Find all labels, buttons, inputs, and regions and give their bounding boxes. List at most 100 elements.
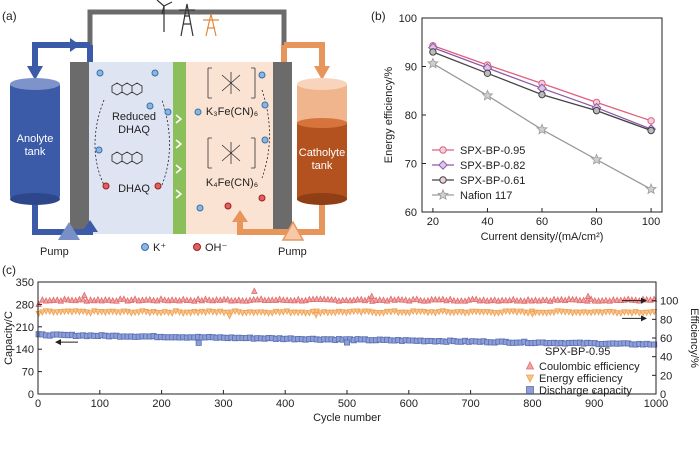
cycle-point: [61, 308, 68, 316]
fe-cycle-arrow: [261, 89, 270, 179]
cycle-point: [250, 309, 257, 317]
x-tick-label: 500: [338, 398, 356, 410]
cycle-point: [573, 295, 580, 303]
legend-marker: [525, 374, 535, 383]
cycle-point: [154, 310, 161, 317]
pump-left: Pump: [40, 222, 80, 258]
cycle-point: [450, 296, 458, 304]
data-point: [536, 123, 548, 135]
cycle-point: [602, 309, 610, 316]
data-point: [483, 69, 492, 77]
cycle-point: [476, 309, 484, 316]
cycle-point-outlier: [312, 312, 320, 319]
cycle-point: [257, 295, 265, 302]
cycle-point: [76, 295, 83, 303]
cycle-point: [376, 296, 384, 303]
cycle-point-outlier: [584, 292, 592, 299]
cycle-point: [179, 295, 187, 303]
electrode-right: [273, 62, 292, 234]
cycle-point-outlier: [529, 311, 536, 318]
cycle-point: [150, 296, 157, 304]
cycle-point: [498, 309, 506, 317]
cycle-point: [628, 310, 636, 317]
legend-label: Nafion 117: [460, 190, 512, 202]
cycle-point-outlier: [251, 287, 258, 294]
y-tick-label: 70: [405, 159, 417, 171]
cycle-point: [239, 297, 246, 304]
power-tower-orange-icon: [203, 13, 219, 37]
membrane-pores: [175, 114, 183, 199]
cycle-point: [624, 295, 632, 302]
cycle-point: [268, 296, 276, 303]
x-tick-label: 400: [276, 398, 294, 410]
cycle-point: [183, 296, 191, 304]
cycle-point: [157, 295, 165, 302]
y-right-tick-label: 20: [660, 370, 672, 382]
panel-b-label: (b): [371, 9, 386, 23]
cycle-point: [517, 296, 524, 304]
cycle-point: [569, 295, 576, 303]
cycle-point: [254, 309, 261, 317]
data-point: [481, 89, 494, 101]
cycle-point: [105, 308, 113, 316]
cycle-point: [343, 309, 350, 317]
y-left-tick-label: 210: [16, 322, 34, 334]
dhaq-cycle-arrow-right: [161, 99, 170, 186]
legend-label: Discharge capacity: [539, 385, 632, 397]
y-tick-label: 100: [399, 13, 417, 25]
cycle-point: [172, 296, 180, 304]
x-tick-label: 60: [536, 216, 548, 228]
x-tick-label: 100: [642, 216, 660, 228]
cycle-point: [587, 309, 595, 317]
cycle-point: [591, 297, 599, 304]
pump-right-label: Pump: [278, 246, 307, 258]
cycle-point: [357, 295, 365, 303]
y-left-tick-label: 350: [16, 277, 34, 289]
reduced-dhaq-molecule-icon: [111, 82, 143, 96]
panel-c-label: (c): [2, 263, 16, 277]
catholyte-tank-label-1: Catholyte: [299, 147, 345, 159]
cycle-point: [243, 310, 250, 317]
anolyte-tank: Anolyte tank: [10, 78, 60, 205]
cycle-point: [480, 309, 487, 316]
cycle-point: [109, 296, 117, 304]
cycle-point: [509, 295, 517, 303]
cycle-point: [131, 309, 139, 317]
y-left-tick-label: 70: [22, 367, 34, 379]
ferricyanide-molecule-icon: [207, 67, 256, 99]
cycle-point: [57, 308, 65, 316]
legend-label: SPX-BP-0.61: [460, 175, 525, 187]
cycle-point: [435, 308, 443, 316]
catholyte-pipe: [281, 42, 325, 72]
cycle-point: [53, 296, 61, 303]
cycle-point: [413, 295, 421, 302]
cycle-point: [213, 309, 220, 317]
cycle-point: [220, 310, 228, 317]
cycle-point: [617, 310, 625, 317]
cycle-point: [395, 309, 402, 317]
cycle-point: [406, 310, 413, 317]
x-tick-label: 40: [481, 216, 493, 228]
cycle-point: [324, 295, 332, 303]
legend-marker: [439, 176, 447, 184]
y-axis-label: Energy efficiency/%: [383, 67, 395, 164]
cycle-point: [102, 296, 109, 303]
cycle-point: [320, 295, 328, 302]
cycle-point: [458, 297, 465, 304]
dhaq-cycle-arrow-left: [94, 99, 105, 186]
cycle-point: [380, 310, 387, 317]
anolyte-pipe-arrow: [27, 66, 43, 80]
anolyte-tank-label-2: tank: [25, 146, 46, 158]
legend-marker: [438, 160, 448, 170]
legend-label: Coulombic efficiency: [539, 361, 640, 373]
cycle-point: [569, 310, 576, 317]
power-tower-icon: [179, 3, 195, 37]
cycle-point: [76, 309, 83, 316]
y-left-tick-label: 0: [28, 389, 34, 401]
legend-label: SPX-BP-0.82: [460, 160, 525, 172]
cycle-point: [61, 295, 68, 302]
cycle-point: [235, 296, 243, 303]
x-axis-label: Current density/(mA/cm²): [481, 231, 604, 243]
data-point: [538, 90, 546, 99]
